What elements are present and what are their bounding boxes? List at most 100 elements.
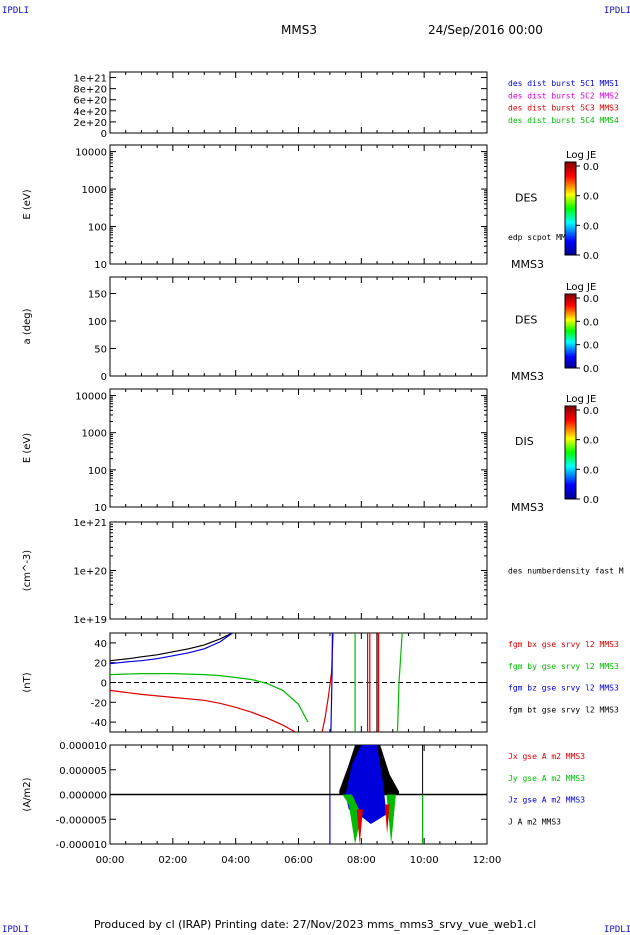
current-density-trace: [110, 745, 487, 844]
spacecraft-label: MMS3: [511, 370, 544, 383]
footer-text: Produced by cl (IRAP) Printing date: 27/…: [93, 918, 537, 931]
data-series-line: [330, 633, 333, 732]
corner-label-top-left: IPDLI: [2, 6, 30, 16]
colorbar-tick-label: 0.0: [583, 192, 599, 203]
y-tick-label: 50: [94, 345, 107, 356]
x-tick-label: 08:00: [347, 855, 376, 866]
colorbar-title: Log JE: [566, 394, 596, 405]
legend-entry: J A m2 MMS3: [508, 817, 561, 826]
y-tick-label: -20: [91, 698, 107, 709]
y-tick-label: 8e+20: [73, 85, 107, 96]
legend-entry: des dist burst 5C4 MMS4: [508, 116, 619, 125]
x-tick-label: 02:00: [158, 855, 187, 866]
data-series-line: [110, 689, 296, 732]
jx-burst: [384, 804, 390, 834]
y-axis-label: E (eV): [22, 433, 33, 463]
x-tick-label: 04:00: [221, 855, 250, 866]
corner-label-bottom-left: IPDLI: [2, 925, 30, 935]
y-tick-label: 1e+19: [73, 615, 107, 626]
spacecraft-label: MMS3: [511, 501, 544, 514]
colorbar-tick-label: 0.0: [583, 221, 599, 232]
panel-frame-des-energy: [109, 144, 488, 265]
spacecraft-title: MMS3: [281, 23, 317, 37]
y-tick-label: 0: [101, 129, 107, 140]
y-tick-label: 20: [94, 659, 107, 670]
data-series-line: [110, 672, 309, 723]
y-tick-label: 10000: [75, 148, 107, 159]
panel-frame-dist-burst: [109, 71, 488, 134]
y-tick-label: 1e+21: [73, 518, 107, 529]
side-label: DES: [515, 314, 537, 327]
y-tick-label: -0.000005: [56, 815, 107, 826]
legend-entry: fgm bx gse srvy l2 MMS3: [508, 640, 619, 649]
legend-entry: Jx gse A m2 MMS3: [508, 752, 585, 761]
jx-burst: [356, 809, 363, 844]
y-tick-label: 0: [101, 372, 107, 383]
y-tick-label: -0.000010: [56, 840, 107, 851]
y-axis-label: a (deg): [22, 308, 33, 344]
y-tick-label: 100: [88, 223, 107, 234]
x-tick-label: 00:00: [96, 855, 125, 866]
colorbar-tick-label: 0.0: [583, 436, 599, 447]
colorbar-tick-label: 0.0: [583, 317, 599, 328]
data-series-line: [110, 633, 233, 662]
y-tick-label: 2e+20: [73, 118, 107, 129]
spacecraft-label: MMS3: [511, 258, 544, 271]
colorbar-tick-label: 0.0: [583, 341, 599, 352]
colorbar-title: Log JE: [566, 150, 596, 161]
colorbar-tick-label: 0.0: [583, 162, 599, 173]
legend-entry: des dist burst 5C1 MMS1: [508, 79, 619, 88]
panel-frame-dis-energy: [109, 388, 488, 508]
y-axis-label: (nT): [22, 672, 33, 692]
data-series-line: [396, 633, 403, 732]
y-tick-label: -40: [91, 718, 107, 729]
y-tick-label: 6e+20: [73, 96, 107, 107]
side-label-secondary: edp scpot MMS3: [508, 233, 576, 242]
y-tick-label: 150: [88, 290, 107, 301]
y-axis-label: (cm^-3): [22, 550, 33, 591]
y-tick-label: 40: [94, 639, 107, 650]
y-tick-label: 4e+20: [73, 107, 107, 118]
data-series-line: [110, 633, 233, 665]
legend-entry: des numberdensity fast M: [508, 567, 624, 576]
y-tick-label: 100: [88, 466, 107, 477]
legend-entry: fgm by gse srvy l2 MMS3: [508, 662, 619, 671]
colorbar-tick-label: 0.0: [583, 406, 599, 417]
colorbar-title: Log JE: [566, 282, 596, 293]
y-tick-label: 1e+20: [73, 567, 107, 578]
x-tick-label: 10:00: [410, 855, 439, 866]
y-tick-label: 0.000005: [59, 766, 107, 777]
legend-entry: Jz gse A m2 MMS3: [508, 796, 585, 805]
y-tick-label: 10: [94, 503, 107, 514]
y-tick-label: 1000: [82, 429, 107, 440]
y-tick-label: 0.000000: [59, 791, 107, 802]
y-tick-label: 100: [88, 317, 107, 328]
colorbar-tick-label: 0.0: [583, 465, 599, 476]
y-tick-label: 0: [101, 679, 107, 690]
y-axis-label: (A/m2): [22, 777, 33, 811]
y-tick-label: 10000: [75, 392, 107, 403]
y-tick-label: 1000: [82, 185, 107, 196]
legend-entry: des dist burst 5C2 MMS2: [508, 91, 619, 100]
side-label: DES: [515, 192, 537, 205]
colorbar: [564, 161, 577, 256]
legend-entry: fgm bz gse srvy l2 MMS3: [508, 684, 619, 693]
x-tick-label: 12:00: [473, 855, 502, 866]
legend-entry: Jy gse A m2 MMS3: [508, 774, 585, 783]
side-label: DIS: [515, 435, 534, 448]
colorbar-tick-label: 0.0: [583, 294, 599, 305]
legend-entry: fgm bt gse srvy l2 MMS3: [508, 705, 619, 714]
colorbar: [564, 293, 577, 369]
colorbar-tick-label: 0.0: [583, 495, 599, 506]
corner-label-bottom-right: IPDLI: [604, 925, 630, 935]
jy-burst: [342, 794, 362, 844]
panel-frame-des-pitch: [109, 276, 488, 377]
y-tick-label: 0.000010: [59, 741, 107, 752]
y-tick-label: 10: [94, 260, 107, 271]
panel-frame-density: [109, 521, 488, 620]
colorbar-tick-label: 0.0: [583, 364, 599, 375]
legend-entry: des dist burst 5C3 MMS3: [508, 104, 619, 113]
colorbar-tick-label: 0.0: [583, 251, 599, 262]
y-tick-label: 1e+21: [73, 74, 107, 85]
